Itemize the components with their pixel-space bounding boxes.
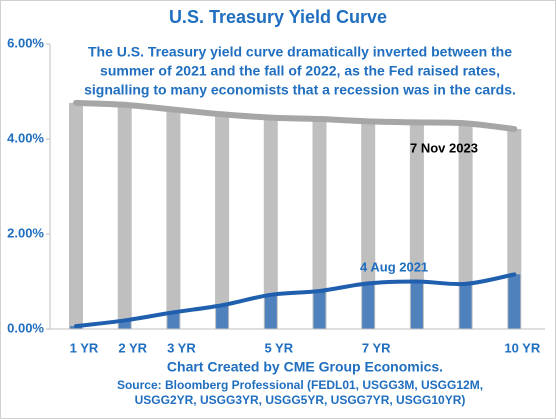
bar: [69, 102, 83, 330]
bar: [264, 294, 277, 329]
bar: [362, 283, 375, 329]
source: USGG2YR, USGG3YR, USGG5YR, USGG7YR, USGG…: [135, 393, 466, 407]
x-tick-label: 3 YR: [167, 340, 196, 355]
bar: [409, 122, 424, 329]
bar: [410, 281, 423, 329]
bar: [313, 291, 326, 329]
bar: [361, 121, 376, 329]
series-label: 7 Nov 2023: [410, 140, 478, 155]
bar: [216, 305, 229, 329]
series-line: [73, 99, 518, 133]
x-tick-label: 7 YR: [362, 340, 391, 355]
x-tick-label: 5 YR: [264, 340, 293, 355]
annotation: summer of 2021 and the fall of 2022, as …: [100, 63, 500, 79]
bar: [459, 283, 472, 329]
x-tick-label: 2 YR: [118, 340, 147, 355]
annotation: signalling to many economists that a rec…: [84, 82, 516, 98]
bar: [312, 119, 327, 329]
y-tick-label: 0.00%: [7, 320, 44, 335]
bar: [166, 109, 181, 329]
bar: [458, 123, 473, 329]
credit: Chart Created by CME Group Economics.: [167, 359, 443, 375]
x-tick-label: 10 YR: [504, 340, 541, 355]
source: Source: Bloomberg Professional (FEDL01, …: [117, 378, 483, 392]
bar: [117, 104, 132, 329]
series-label: 4 Aug 2021: [360, 259, 428, 274]
annotation: The U.S. Treasury yield curve dramatical…: [88, 44, 512, 60]
bar: [215, 114, 230, 329]
series-line: [74, 272, 517, 329]
bar: [508, 274, 521, 329]
y-tick-label: 2.00%: [7, 225, 44, 240]
bar: [118, 320, 131, 329]
bar: [167, 312, 180, 329]
y-tick-label: 6.00%: [7, 35, 44, 50]
x-tick-label: 1 YR: [70, 340, 99, 355]
y-tick-label: 4.00%: [7, 130, 44, 145]
bar: [263, 117, 278, 329]
chart-title: U.S. Treasury Yield Curve: [169, 7, 387, 27]
